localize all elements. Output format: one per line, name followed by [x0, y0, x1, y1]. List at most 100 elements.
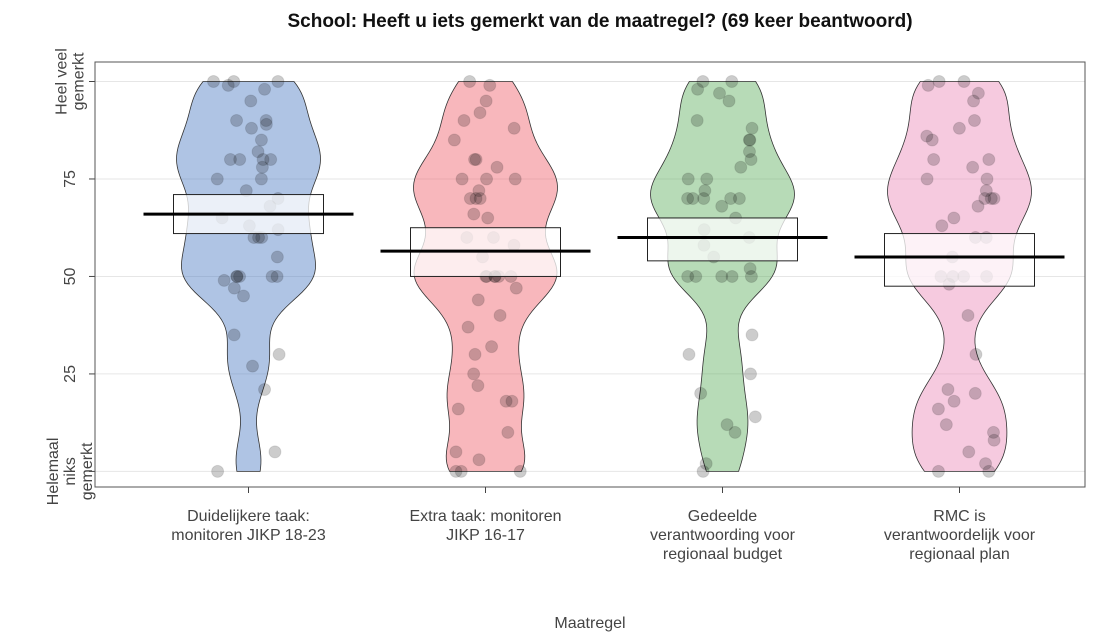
- data-point: [986, 425, 1000, 439]
- data-point: [272, 347, 286, 361]
- data-point: [712, 86, 726, 100]
- data-point: [472, 453, 486, 467]
- data-point: [507, 121, 521, 135]
- data-point: [715, 269, 729, 283]
- data-point: [742, 145, 756, 159]
- data-point: [255, 160, 269, 174]
- data-point: [509, 281, 523, 295]
- data-point: [258, 82, 272, 96]
- data-point: [690, 113, 704, 127]
- data-point: [967, 94, 981, 108]
- data-point: [473, 191, 487, 205]
- data-point: [978, 191, 992, 205]
- data-point: [233, 269, 247, 283]
- data-point: [207, 74, 221, 88]
- data-point: [935, 219, 949, 233]
- ci-box: [884, 233, 1035, 287]
- data-point: [686, 191, 700, 205]
- data-point: [211, 464, 225, 478]
- data-point: [483, 78, 497, 92]
- data-point: [715, 199, 729, 213]
- data-point: [244, 94, 258, 108]
- data-point: [979, 184, 993, 198]
- data-point: [682, 347, 696, 361]
- data-point: [447, 133, 461, 147]
- data-point: [744, 367, 758, 381]
- data-point: [927, 152, 941, 166]
- data-point: [700, 172, 714, 186]
- data-point: [962, 445, 976, 459]
- data-point: [236, 289, 250, 303]
- data-point: [947, 211, 961, 225]
- data-point: [468, 347, 482, 361]
- data-point: [689, 269, 703, 283]
- data-point: [468, 152, 482, 166]
- data-point: [227, 328, 241, 342]
- y-tick-label: Helemaalniksgemerkt: [45, 438, 96, 506]
- data-point: [481, 211, 495, 225]
- x-axis-label: Maatregel: [554, 615, 625, 632]
- data-point: [982, 152, 996, 166]
- data-point: [508, 172, 522, 186]
- data-point: [743, 262, 757, 276]
- violin: [650, 81, 795, 472]
- violin: [176, 81, 321, 472]
- data-point: [473, 106, 487, 120]
- y-tick-label: 75: [62, 170, 79, 188]
- data-point: [233, 152, 247, 166]
- data-point: [966, 160, 980, 174]
- data-point: [939, 418, 953, 432]
- data-point: [725, 269, 739, 283]
- data-point: [961, 308, 975, 322]
- data-point: [952, 121, 966, 135]
- data-point: [467, 207, 481, 221]
- data-point: [230, 269, 244, 283]
- data-point: [969, 347, 983, 361]
- data-point: [725, 74, 739, 88]
- data-point: [449, 464, 463, 478]
- data-point: [463, 74, 477, 88]
- data-point: [745, 121, 759, 135]
- data-point: [681, 269, 695, 283]
- data-point: [697, 191, 711, 205]
- data-point: [691, 82, 705, 96]
- data-point: [931, 464, 945, 478]
- data-point: [480, 172, 494, 186]
- data-point: [744, 152, 758, 166]
- data-point: [941, 383, 955, 397]
- data-point: [268, 445, 282, 459]
- data-point: [223, 152, 237, 166]
- y-tick-label: Heel veelgemerkt: [54, 48, 88, 115]
- data-point: [971, 199, 985, 213]
- data-point: [244, 121, 258, 135]
- data-point: [699, 457, 713, 471]
- x-tick-label: Gedeelde verantwoording voor regionaal bud…: [650, 508, 796, 563]
- data-point: [246, 359, 260, 373]
- data-point: [982, 464, 996, 478]
- ci-box: [647, 217, 798, 262]
- data-point: [968, 386, 982, 400]
- chart-title: School: Heeft u iets gemerkt van de maat…: [287, 11, 912, 32]
- data-point: [920, 172, 934, 186]
- data-point: [479, 94, 493, 108]
- data-point: [743, 133, 757, 147]
- data-point: [217, 273, 231, 287]
- data-point: [270, 250, 284, 264]
- data-point: [258, 383, 272, 397]
- data-point: [720, 418, 734, 432]
- data-point: [732, 191, 746, 205]
- data-point: [681, 191, 695, 205]
- data-point: [501, 425, 515, 439]
- data-point: [920, 129, 934, 143]
- data-point: [457, 113, 471, 127]
- data-point: [513, 464, 527, 478]
- data-point: [728, 425, 742, 439]
- data-point: [947, 394, 961, 408]
- x-tick-label: Extra taak: monitoren JIKP 16-17: [409, 508, 561, 544]
- y-tick-label: 25: [62, 365, 79, 383]
- data-point: [259, 113, 273, 127]
- data-point: [931, 402, 945, 416]
- data-point: [471, 293, 485, 307]
- data-point: [254, 133, 268, 147]
- data-point: [681, 172, 695, 186]
